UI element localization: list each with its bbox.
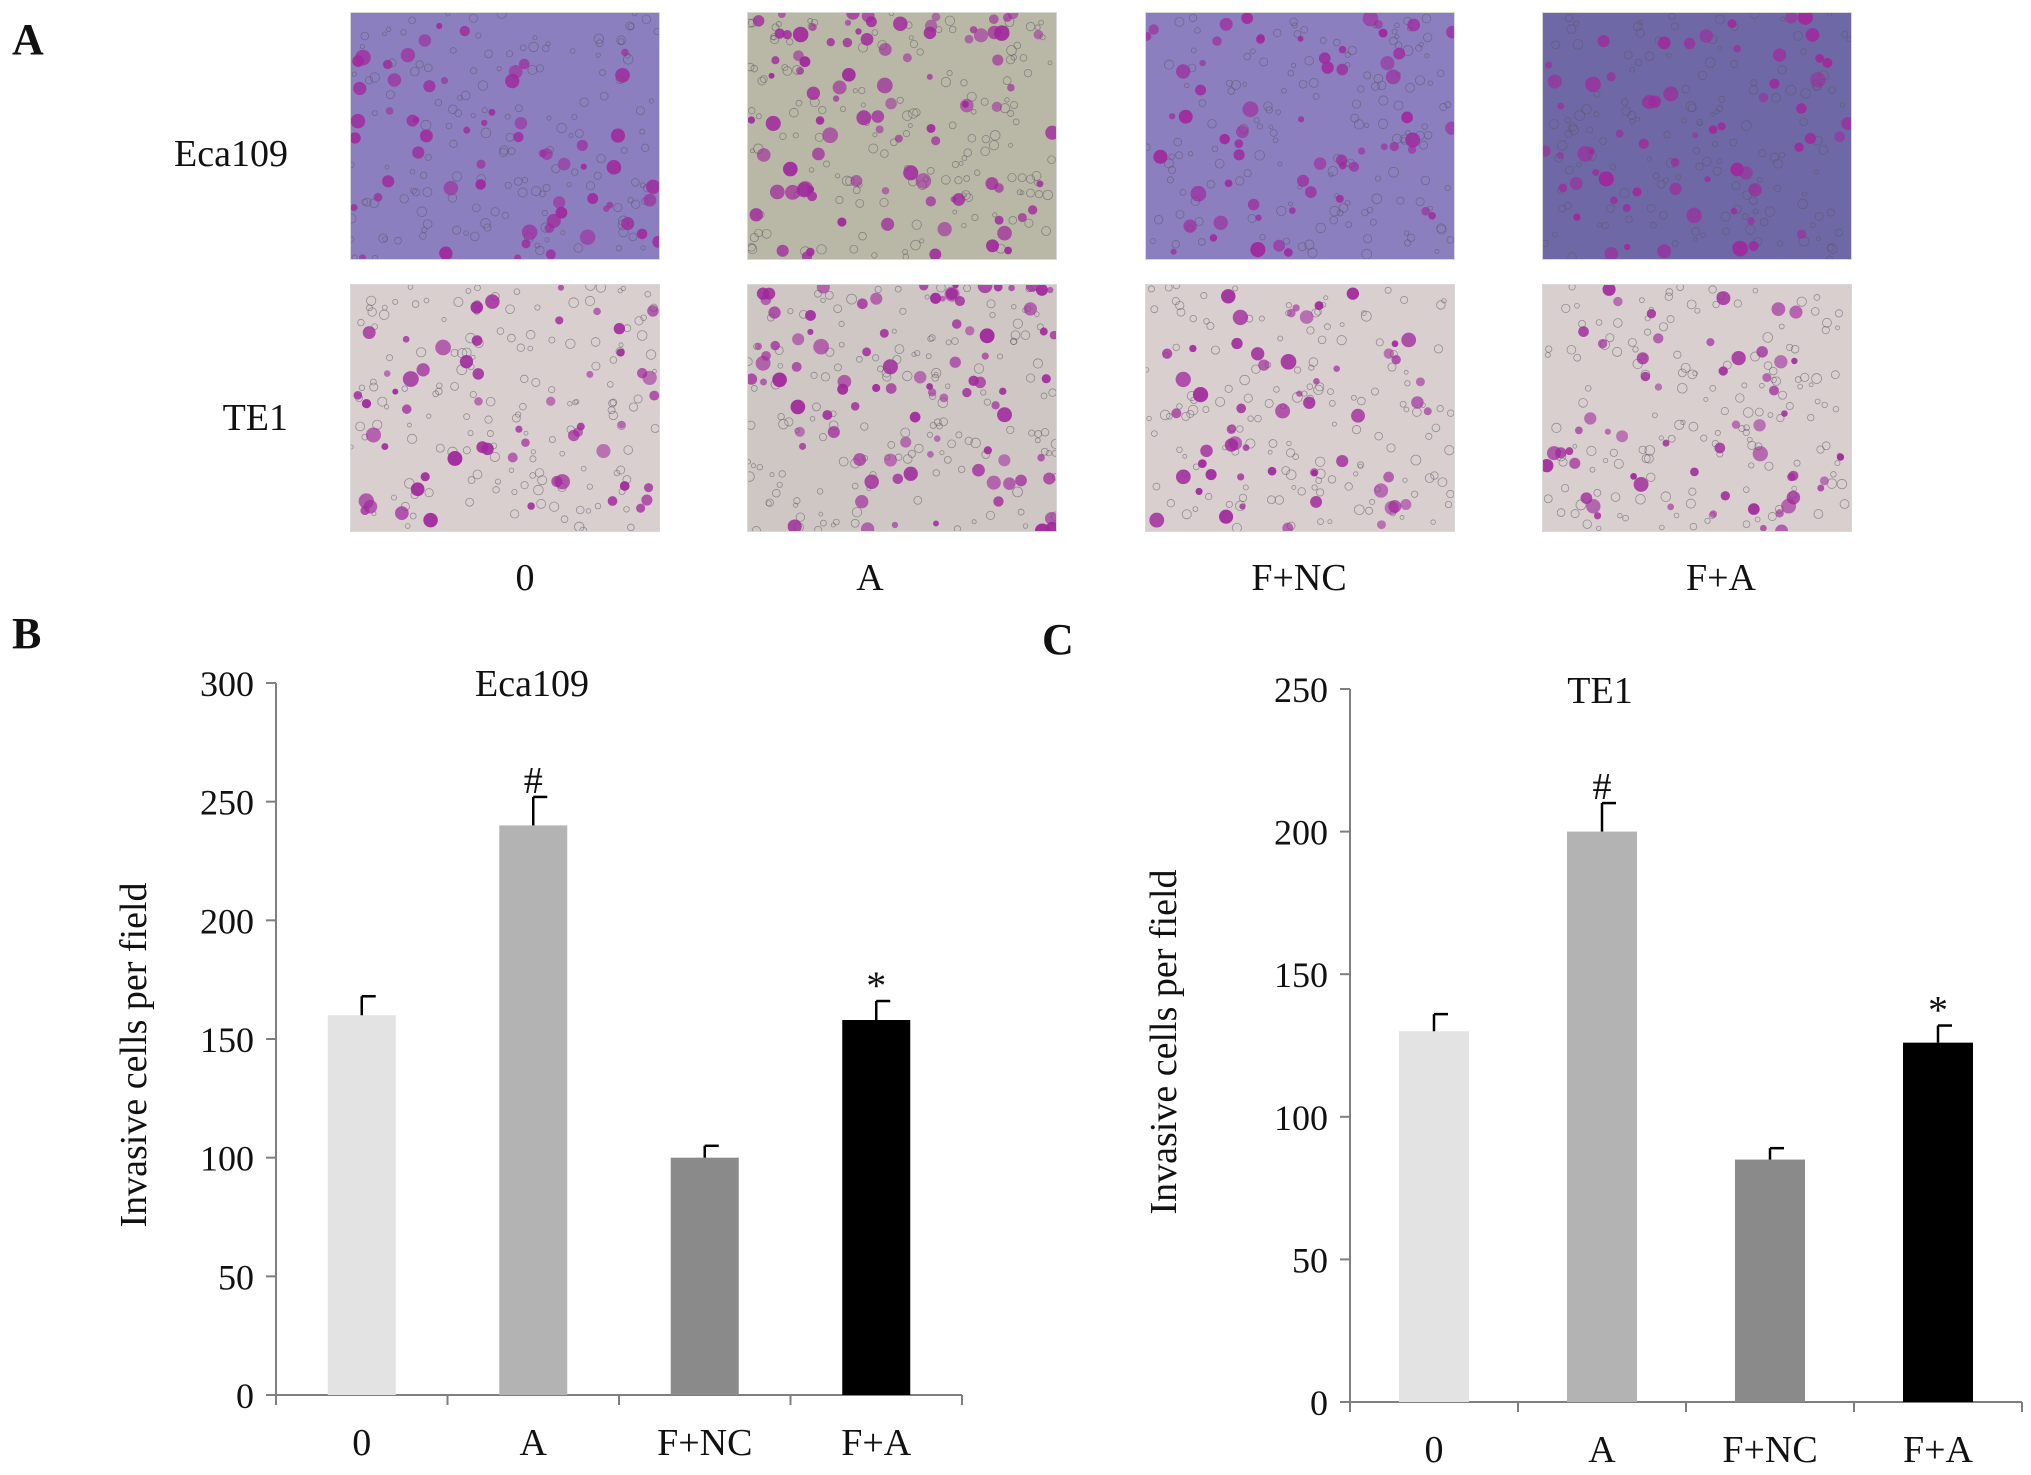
y-tick-label: 150 xyxy=(200,1020,254,1060)
panel-letter-c: C xyxy=(1042,615,1074,664)
micrograph-image xyxy=(350,284,660,532)
y-tick-label: 250 xyxy=(200,783,254,823)
panel-letter-a: A xyxy=(12,15,44,64)
x-tick-label: F+A xyxy=(1903,1429,1974,1470)
significance-marker: * xyxy=(866,963,886,1008)
x-tick-label: 0 xyxy=(1425,1429,1444,1470)
y-tick-label: 300 xyxy=(200,664,254,704)
row-label-eca109: Eca109 xyxy=(174,133,288,175)
chart-title: TE1 xyxy=(1567,670,1632,712)
y-axis-label: Invasive cells per field xyxy=(113,882,155,1227)
bar xyxy=(499,825,568,1395)
y-tick-label: 100 xyxy=(200,1139,254,1179)
bar xyxy=(842,1020,911,1395)
micrograph-image xyxy=(350,12,660,260)
y-tick-label: 0 xyxy=(1310,1383,1328,1423)
x-tick-label: A xyxy=(520,1422,548,1464)
bar xyxy=(1567,831,1637,1402)
x-tick-label: F+A xyxy=(841,1422,912,1464)
column-label-f-a: F+A xyxy=(1685,557,1756,599)
y-axis-label: Invasive cells per field xyxy=(1143,869,1185,1214)
x-tick-label: A xyxy=(1588,1429,1616,1470)
y-tick-label: 200 xyxy=(200,901,254,941)
row-label-te1: TE1 xyxy=(222,397,288,439)
bar xyxy=(327,1015,396,1395)
y-tick-label: 50 xyxy=(1292,1240,1328,1280)
panel-letter-b: B xyxy=(12,609,42,658)
micrograph-image xyxy=(1542,12,1852,260)
bar-chart-eca109: Eca109 Invasive cells per field 0 50 100 15… xyxy=(113,663,963,1464)
bar xyxy=(1903,1042,1973,1402)
bar xyxy=(1399,1031,1469,1402)
column-label-f-nc: F+NC xyxy=(1251,557,1347,599)
chart-title: Eca109 xyxy=(475,663,589,705)
y-tick-label: 200 xyxy=(1274,813,1328,853)
y-tick-label: 250 xyxy=(1274,670,1328,710)
column-label-0: 0 xyxy=(515,557,535,599)
micrograph-image xyxy=(1145,284,1455,532)
significance-marker: # xyxy=(1593,766,1612,808)
micrograph-image xyxy=(1145,12,1455,260)
x-tick-label: 0 xyxy=(352,1422,371,1464)
significance-marker: * xyxy=(1928,988,1948,1033)
y-tick-label: 150 xyxy=(1274,955,1328,995)
bar-chart-te1: TE1 Invasive cells per field 0 50 100 150 20… xyxy=(1143,670,2023,1470)
significance-marker: # xyxy=(524,760,543,802)
column-label-a: A xyxy=(856,557,884,599)
y-tick-label: 100 xyxy=(1274,1098,1328,1138)
x-tick-label: F+NC xyxy=(657,1422,752,1464)
bar xyxy=(670,1157,739,1395)
bar xyxy=(1735,1159,1805,1402)
micrograph-image xyxy=(747,284,1057,532)
micrograph-image xyxy=(1542,284,1852,532)
micrograph-image xyxy=(747,12,1057,260)
y-tick-label: 0 xyxy=(236,1376,254,1416)
x-tick-label: F+NC xyxy=(1722,1429,1817,1470)
y-tick-label: 50 xyxy=(218,1257,254,1297)
